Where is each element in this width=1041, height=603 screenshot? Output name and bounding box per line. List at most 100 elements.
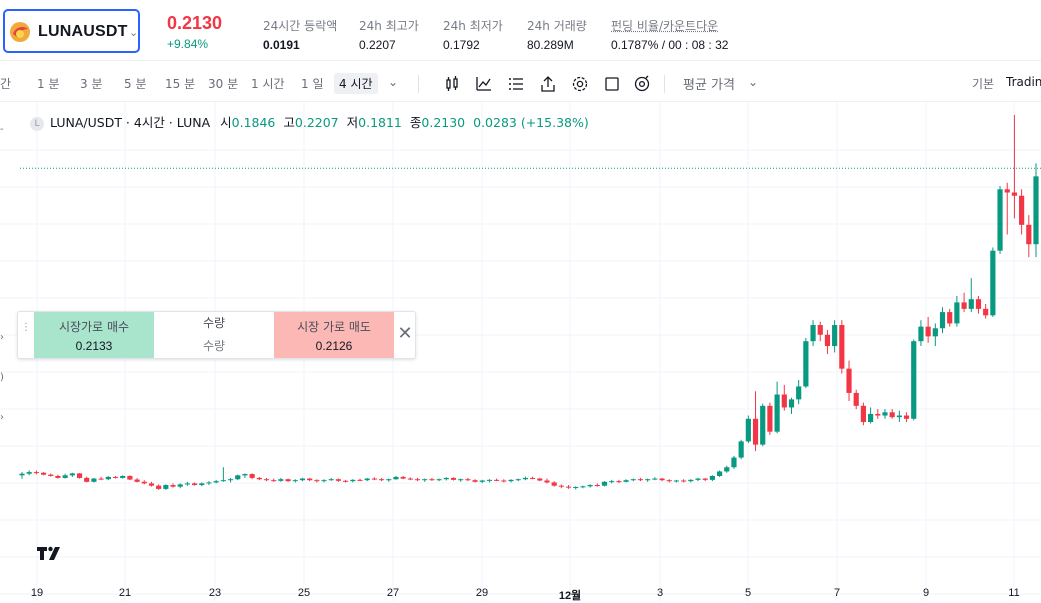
- candle[interactable]: [371, 477, 377, 481]
- candles-icon[interactable]: [442, 74, 462, 94]
- candle[interactable]: [975, 295, 982, 314]
- candle[interactable]: [889, 409, 895, 419]
- candle[interactable]: [292, 479, 298, 483]
- candle[interactable]: [731, 455, 737, 469]
- candle[interactable]: [745, 415, 751, 444]
- candle[interactable]: [458, 478, 464, 482]
- candle[interactable]: [544, 478, 550, 484]
- candle[interactable]: [163, 484, 169, 490]
- chevron-down-icon[interactable]: ⌄: [388, 75, 399, 89]
- chevron-down-icon[interactable]: ⌄: [129, 26, 139, 39]
- candle[interactable]: [1019, 189, 1025, 235]
- candle[interactable]: [832, 320, 838, 353]
- candle[interactable]: [148, 481, 155, 487]
- candle[interactable]: [33, 470, 39, 475]
- candle[interactable]: [192, 482, 198, 486]
- candle[interactable]: [947, 308, 953, 327]
- candle[interactable]: [227, 477, 234, 483]
- price-type-select[interactable]: 평균 가격: [683, 78, 735, 93]
- candle[interactable]: [637, 477, 644, 482]
- candle[interactable]: [465, 477, 471, 482]
- candlestick-chart[interactable]: [0, 102, 1041, 601]
- candle[interactable]: [486, 479, 493, 483]
- candle[interactable]: [623, 479, 629, 483]
- indicators-icon[interactable]: [474, 74, 494, 94]
- candle[interactable]: [206, 481, 212, 486]
- candle[interactable]: [896, 410, 902, 422]
- candle[interactable]: [875, 409, 881, 419]
- candle[interactable]: [357, 478, 363, 482]
- candle[interactable]: [565, 485, 572, 489]
- candle[interactable]: [752, 391, 759, 452]
- candle[interactable]: [716, 470, 723, 477]
- candle[interactable]: [868, 407, 874, 424]
- gear-icon[interactable]: [570, 74, 590, 94]
- candle[interactable]: [285, 478, 291, 482]
- candle[interactable]: [645, 478, 651, 482]
- candle[interactable]: [127, 475, 133, 481]
- candle[interactable]: [472, 479, 478, 483]
- candle[interactable]: [386, 478, 392, 482]
- price-chart[interactable]: L LUNA/USDT · 4시간 · LUNA 시0.1846 고0.2207 …: [0, 102, 1041, 601]
- candle[interactable]: [508, 479, 514, 483]
- candle[interactable]: [84, 476, 90, 483]
- candle[interactable]: [515, 478, 521, 482]
- candle[interactable]: [695, 477, 701, 482]
- fullscreen-icon[interactable]: [602, 74, 622, 94]
- candle[interactable]: [709, 475, 715, 482]
- candle[interactable]: [853, 389, 859, 410]
- candle[interactable]: [824, 329, 831, 355]
- candle[interactable]: [616, 479, 622, 484]
- candle[interactable]: [501, 479, 507, 483]
- view-tradingview-button[interactable]: Trading: [1006, 75, 1041, 89]
- candle[interactable]: [220, 467, 226, 482]
- candle[interactable]: [522, 476, 528, 481]
- candle[interactable]: [630, 478, 636, 482]
- candle[interactable]: [429, 477, 435, 481]
- candle[interactable]: [55, 474, 61, 479]
- candle[interactable]: [939, 307, 946, 334]
- candle[interactable]: [378, 477, 385, 482]
- candle[interactable]: [918, 320, 924, 347]
- candle[interactable]: [594, 483, 600, 487]
- candle[interactable]: [91, 477, 97, 483]
- candle[interactable]: [112, 475, 119, 479]
- candle[interactable]: [882, 409, 888, 419]
- candle[interactable]: [307, 477, 313, 482]
- candle[interactable]: [724, 465, 730, 473]
- candle[interactable]: [263, 477, 270, 482]
- candle[interactable]: [271, 478, 277, 482]
- list-icon[interactable]: [506, 74, 526, 94]
- candle[interactable]: [400, 475, 406, 480]
- timeframe-1h[interactable]: 1 시간: [251, 77, 285, 91]
- candle[interactable]: [558, 484, 564, 489]
- candle[interactable]: [997, 186, 1003, 254]
- candle[interactable]: [48, 473, 54, 477]
- candle[interactable]: [738, 439, 744, 460]
- candle[interactable]: [781, 384, 787, 411]
- candle[interactable]: [983, 304, 989, 319]
- candle[interactable]: [530, 476, 536, 480]
- candle[interactable]: [120, 475, 126, 479]
- share-icon[interactable]: [538, 74, 558, 94]
- candle[interactable]: [278, 477, 284, 482]
- candle[interactable]: [184, 481, 190, 486]
- candle[interactable]: [69, 472, 75, 477]
- close-icon[interactable]: ✕: [397, 323, 413, 344]
- candle[interactable]: [105, 475, 111, 481]
- candle[interactable]: [659, 477, 665, 482]
- candle[interactable]: [673, 479, 680, 483]
- candle[interactable]: [767, 402, 773, 435]
- candle[interactable]: [177, 483, 183, 489]
- candle[interactable]: [19, 472, 25, 479]
- candle[interactable]: [343, 479, 349, 483]
- candle[interactable]: [249, 473, 255, 480]
- candle[interactable]: [256, 476, 262, 481]
- candle[interactable]: [350, 479, 356, 483]
- candle[interactable]: [443, 477, 449, 481]
- candle[interactable]: [436, 478, 442, 482]
- candle[interactable]: [688, 479, 694, 483]
- candle[interactable]: [817, 321, 823, 342]
- timeframe-3m[interactable]: 3 분: [80, 77, 103, 91]
- candle[interactable]: [364, 477, 370, 482]
